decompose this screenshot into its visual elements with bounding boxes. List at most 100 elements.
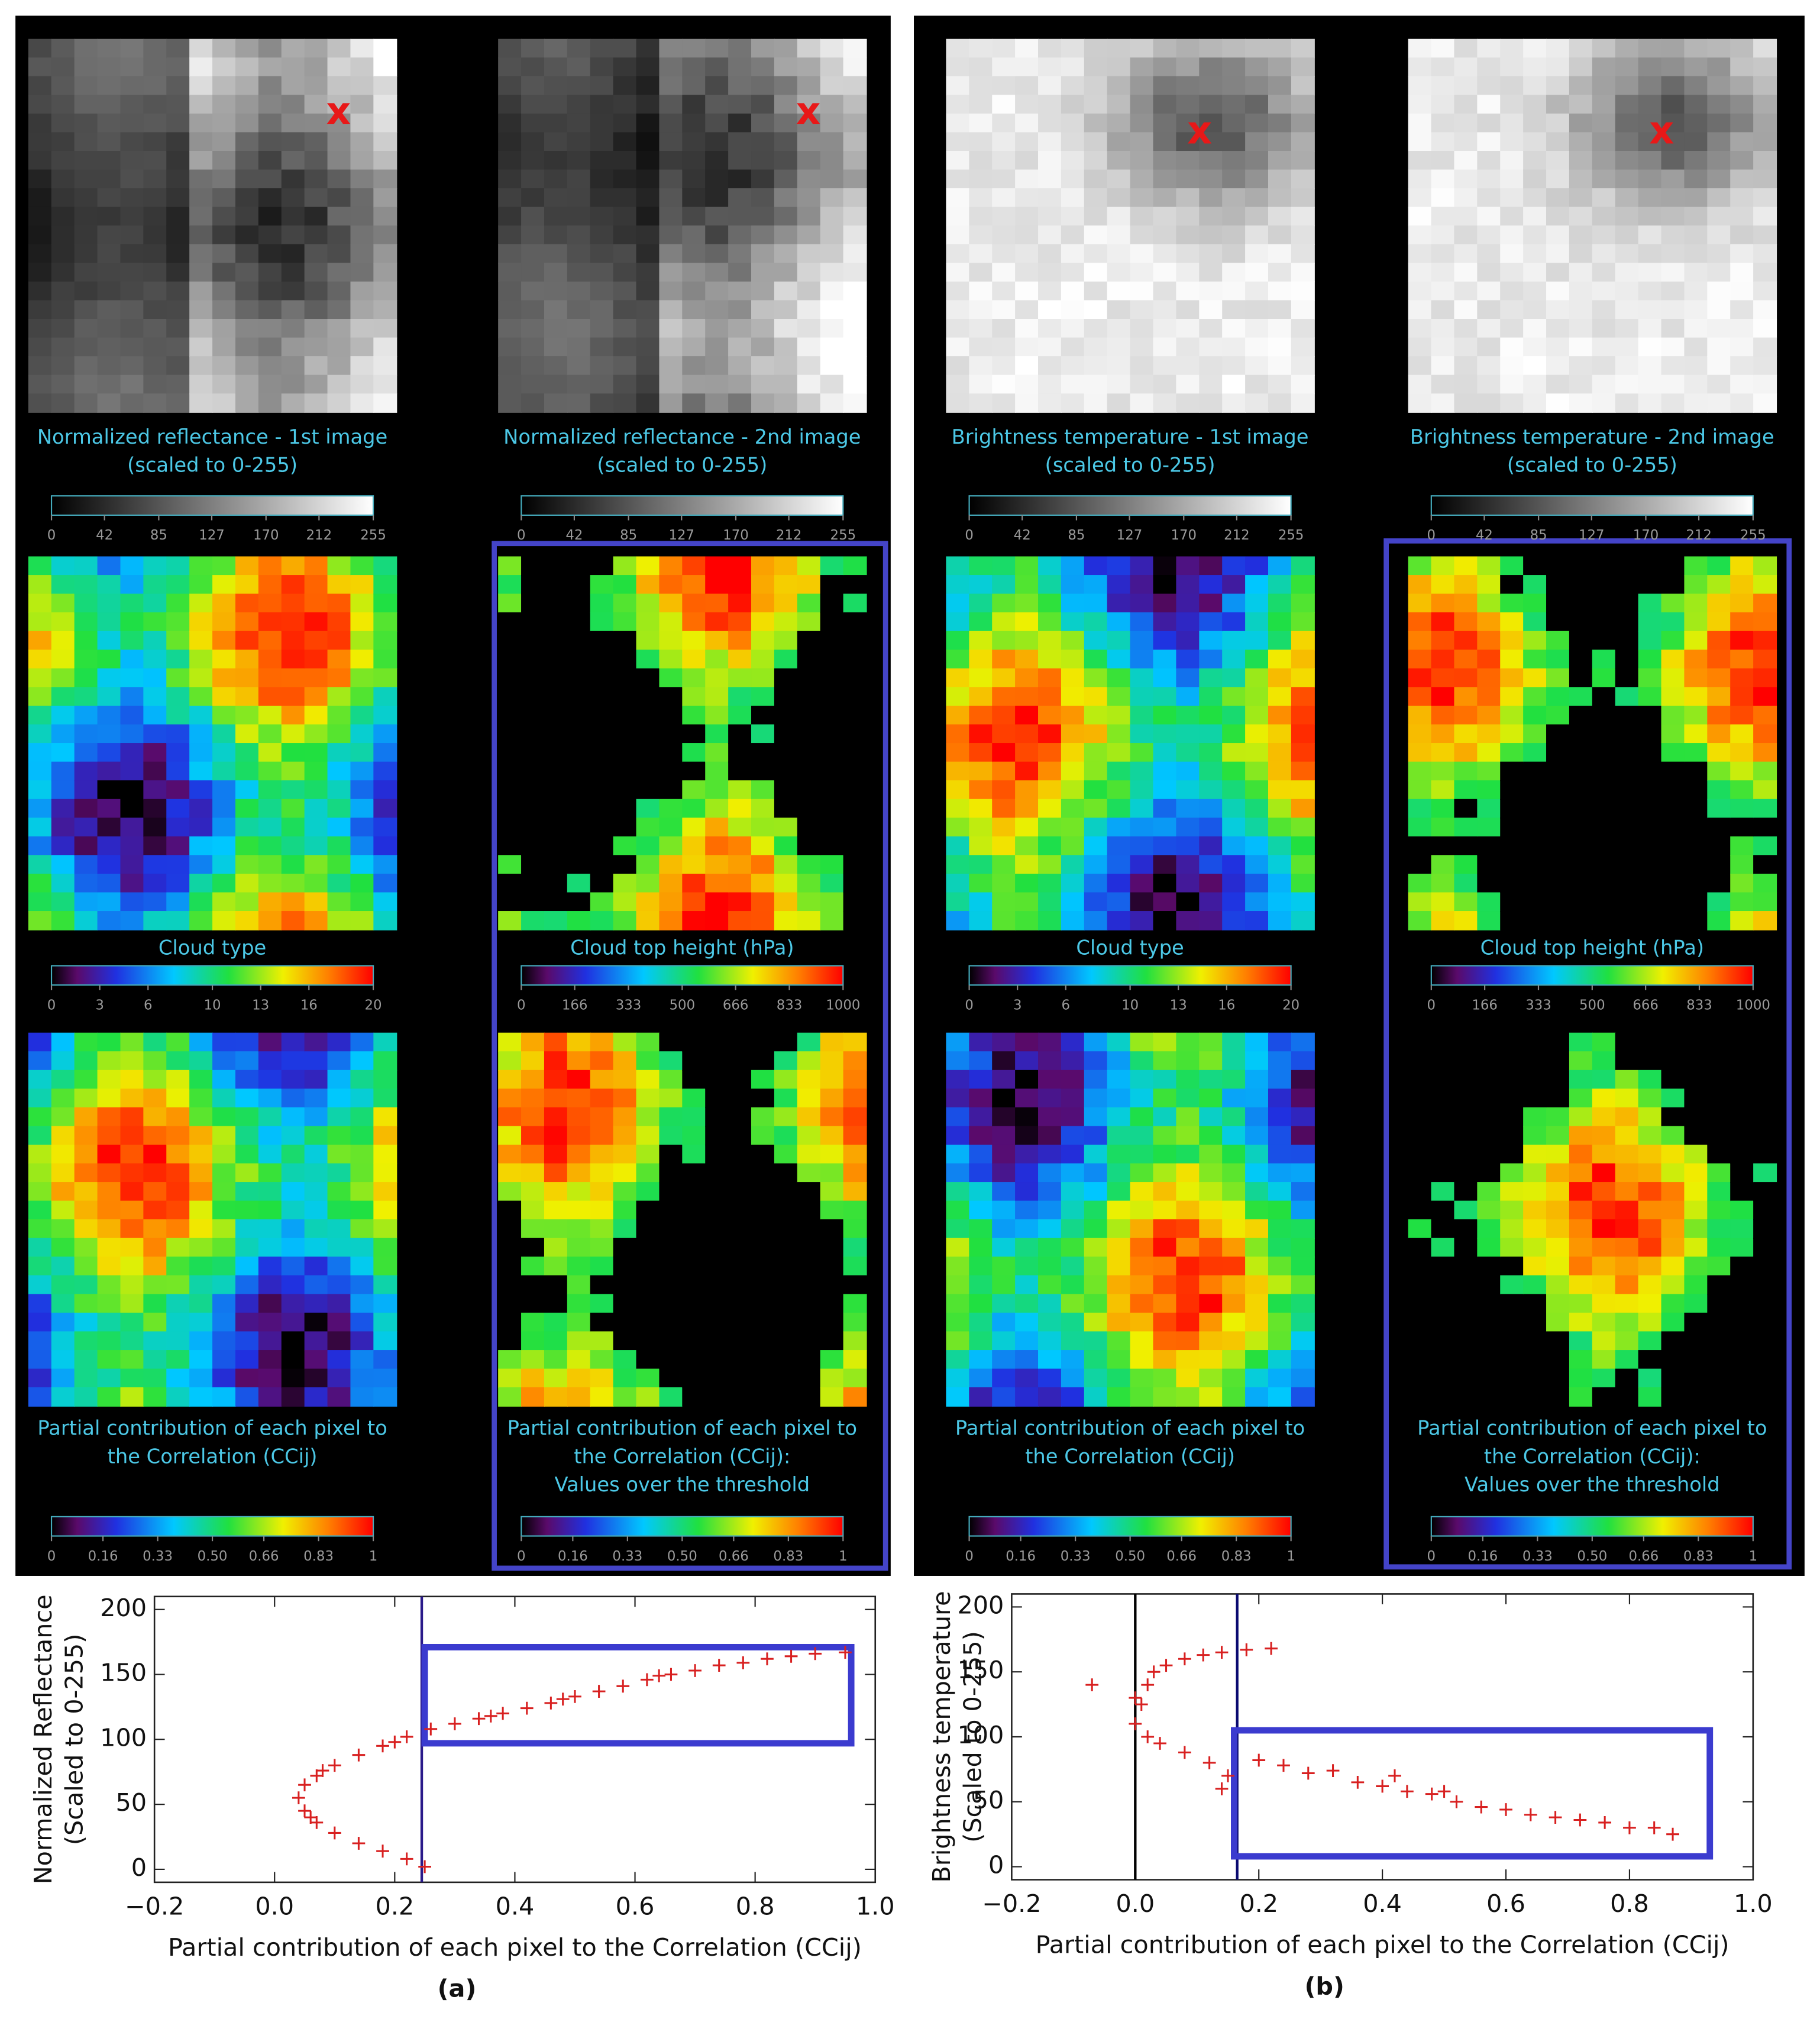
map-pixel [327,1200,351,1220]
map-pixel [1707,1294,1731,1314]
map-pixel [544,631,568,651]
map-pixel [843,95,867,115]
map-pixel [1569,1294,1593,1314]
map-pixel [1015,319,1039,338]
map-pixel [969,38,993,59]
map-pixel [235,799,259,819]
map-pixel [1107,687,1131,707]
pixel-map [1408,556,1777,931]
map-pixel [521,780,545,800]
map-pixel [969,911,993,931]
map-pixel [189,244,214,264]
map-pixel [1431,1331,1455,1351]
map-pixel [97,1275,121,1295]
map-pixel [1684,1312,1708,1332]
map-pixel [1569,650,1593,669]
colorbar-tick-label: 833 [1686,997,1712,1013]
map-pixel [304,799,328,819]
map-pixel [1268,1331,1292,1351]
map-pixel [1684,1238,1708,1258]
map-pixel [636,1350,660,1369]
map-pixel [1176,206,1200,227]
map-pixel [1684,631,1708,651]
map-pixel [1753,593,1777,613]
map-pixel [992,393,1016,413]
map-pixel [1477,836,1501,856]
map-pixel [659,95,683,115]
map-pixel [1661,1163,1685,1183]
map-pixel [1291,188,1315,208]
scatter-point [544,1696,558,1710]
map-pixel [212,244,237,264]
map-pixel [1130,225,1154,245]
map-pixel [1061,631,1085,651]
map-pixel [166,836,190,856]
map-pixel [1291,1070,1315,1090]
map-pixel [1291,1051,1315,1071]
map-pixel [636,650,660,669]
map-pixel [1176,593,1200,613]
map-pixel [1038,393,1062,413]
map-pixel [521,1032,545,1052]
map-pixel [728,1107,752,1127]
map-pixel [1753,1144,1777,1164]
map-pixel [521,705,545,725]
map-pixel [751,374,775,395]
map-pixel [120,1387,144,1407]
map-pixel [1638,188,1662,208]
map-pixel [373,1051,397,1071]
map-pixel [189,743,214,763]
map-pixel [258,1032,282,1052]
map-pixel [281,225,305,245]
map-pixel [1222,225,1246,245]
map-pixel [636,1331,660,1351]
map-pixel [1176,761,1200,781]
map-pixel [212,1238,237,1258]
map-pixel [636,780,660,800]
map-pixel [1661,1088,1685,1108]
map-pixel [350,1144,374,1164]
map-pixel [304,836,328,856]
map-pixel [304,593,328,613]
map-pixel [1546,244,1570,264]
map-pixel [1222,799,1246,819]
y-tick-label: 200 [957,1591,1004,1619]
map-pixel [1730,1368,1754,1388]
map-pixel [590,1312,614,1332]
map-pixel [281,151,305,170]
map-pixel [567,188,591,208]
map-pixel [751,76,775,96]
map-pixel [992,855,1016,875]
map-pixel [1291,1088,1315,1108]
map-pixel [613,780,637,800]
map-pixel [498,743,522,763]
map-pixel [1408,892,1432,912]
map-pixel [1199,761,1223,781]
map-pixel [1684,743,1708,763]
map-pixel [705,1088,729,1108]
map-pixel [613,113,637,133]
map-pixel [97,225,121,245]
map-pixel [728,57,752,77]
map-pixel [258,206,282,227]
map-pixel [51,132,75,152]
map-pixel [774,244,798,264]
map-pixel [1222,1256,1246,1276]
map-pixel [751,1088,775,1108]
map-pixel [373,1219,397,1239]
map-pixel [74,1088,98,1108]
map-pixel [1592,687,1616,707]
map-pixel [97,356,121,376]
map-pixel [166,892,190,912]
map-pixel [235,300,259,320]
map-pixel [212,337,237,357]
map-pixel [682,1368,706,1388]
map-pixel [1431,1312,1455,1332]
map-pixel [189,132,214,152]
map-pixel [682,799,706,819]
map-pixel [498,132,522,152]
map-pixel [567,743,591,763]
map-pixel [1107,281,1131,301]
map-pixel [1176,113,1200,133]
map-pixel [1176,818,1200,837]
